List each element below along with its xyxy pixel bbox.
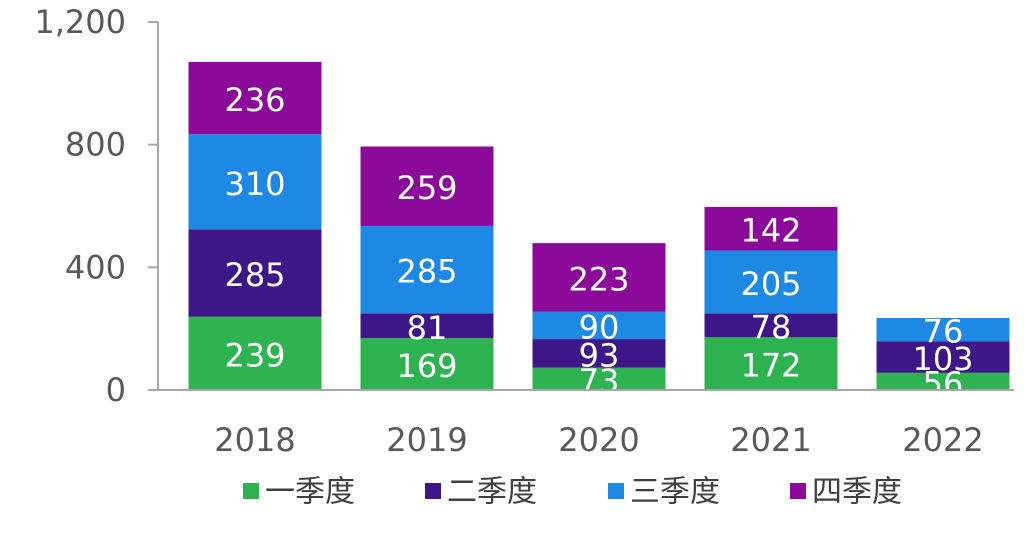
legend-swatch bbox=[790, 483, 806, 499]
legend-item: 四季度 bbox=[790, 475, 902, 510]
data-label: 285 bbox=[224, 256, 285, 294]
x-tick-label: 2021 bbox=[730, 421, 811, 459]
bar-segment bbox=[188, 316, 322, 390]
data-label: 78 bbox=[751, 308, 792, 346]
data-label: 103 bbox=[912, 340, 973, 378]
bar-segment bbox=[360, 338, 494, 390]
bar-segment bbox=[360, 146, 494, 226]
bar-segment bbox=[188, 134, 322, 230]
data-label: 142 bbox=[740, 212, 801, 250]
legend-swatch bbox=[243, 483, 259, 499]
legend-item: 一季度 bbox=[243, 475, 355, 510]
bar-segment bbox=[532, 367, 666, 390]
data-label: 285 bbox=[396, 253, 457, 291]
y-tick-label: 0 bbox=[106, 371, 126, 409]
bar-segment bbox=[876, 341, 1010, 373]
x-tick-label: 2019 bbox=[386, 421, 467, 459]
data-label: 56 bbox=[923, 364, 964, 402]
legend-label: 四季度 bbox=[812, 475, 902, 510]
bar-segment bbox=[188, 229, 322, 317]
data-label: 93 bbox=[579, 336, 620, 374]
bar-segment bbox=[704, 206, 838, 251]
legend: 一季度 二季度 三季度 四季度 bbox=[243, 475, 902, 510]
bar-segment bbox=[532, 339, 666, 368]
bar-segment bbox=[876, 372, 1010, 390]
x-axis: 2018 2019 2020 2021 2022 bbox=[158, 389, 1014, 459]
x-tick-label: 2022 bbox=[902, 421, 983, 459]
data-label: 73 bbox=[579, 362, 620, 400]
data-label: 169 bbox=[396, 347, 457, 385]
x-tick-label: 2018 bbox=[214, 421, 295, 459]
bar-segment bbox=[704, 337, 838, 390]
data-label: 90 bbox=[579, 308, 620, 346]
data-label: 81 bbox=[407, 309, 448, 347]
bar-segment bbox=[360, 313, 494, 339]
y-tick-label: 400 bbox=[65, 248, 126, 286]
data-label: 223 bbox=[568, 260, 629, 298]
legend-swatch bbox=[608, 483, 624, 499]
bar-segment bbox=[360, 225, 494, 314]
bar-segment bbox=[704, 313, 838, 338]
data-label: 205 bbox=[740, 265, 801, 303]
legend-swatch bbox=[425, 483, 441, 499]
legend-label: 一季度 bbox=[265, 475, 355, 510]
legend-label: 二季度 bbox=[447, 475, 537, 510]
data-label: 76 bbox=[923, 313, 964, 351]
bar-segment bbox=[532, 243, 666, 312]
bar-segment bbox=[704, 250, 838, 314]
data-label: 259 bbox=[396, 169, 457, 207]
y-tick-label: 1,200 bbox=[34, 3, 126, 41]
legend-item: 三季度 bbox=[608, 475, 720, 510]
data-label: 310 bbox=[224, 165, 285, 203]
y-axis: 0 400 800 1,200 bbox=[34, 3, 159, 409]
y-tick-label: 800 bbox=[65, 126, 126, 164]
legend-label: 三季度 bbox=[630, 475, 720, 510]
bar-segment bbox=[532, 311, 666, 340]
data-label: 172 bbox=[740, 347, 801, 385]
bar-segment bbox=[188, 61, 322, 135]
data-label: 239 bbox=[224, 336, 285, 374]
x-tick-label: 2020 bbox=[558, 421, 639, 459]
data-label: 236 bbox=[224, 81, 285, 119]
bars-group bbox=[188, 61, 1010, 390]
legend-item: 二季度 bbox=[425, 475, 537, 510]
bar-segment bbox=[876, 317, 1010, 342]
